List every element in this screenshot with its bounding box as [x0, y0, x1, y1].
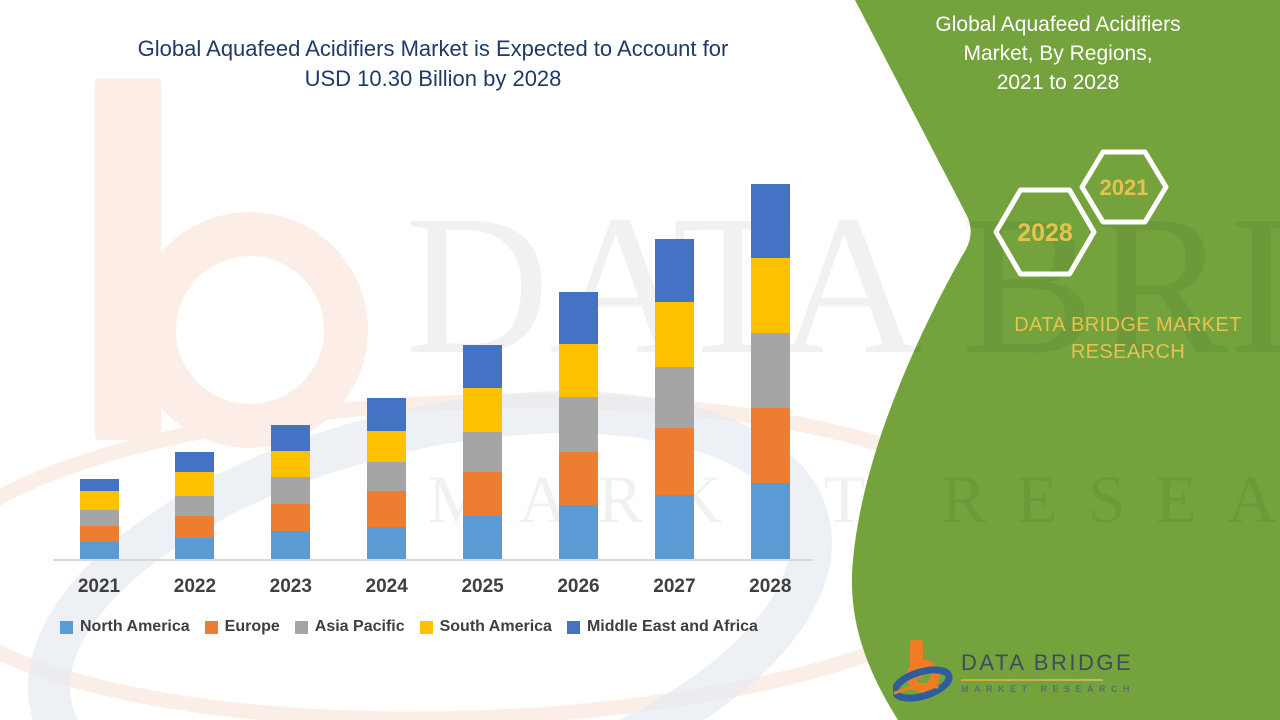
bar-segment-south-america: [79, 491, 119, 510]
bar-2022: [175, 451, 215, 559]
chart-title-line1: Global Aquafeed Acidifiers Market is Exp…: [137, 36, 729, 61]
hexagon-2028: [993, 187, 1097, 277]
chart-title: Global Aquafeed Acidifiers Market is Exp…: [88, 34, 778, 94]
bar-segment-middle-east-and-africa: [463, 345, 503, 388]
legend-item-middle-east-and-africa: Middle East and Africa: [566, 618, 758, 636]
bar-segment-europe: [79, 525, 119, 543]
bar-segment-north-america: [559, 505, 598, 559]
bar-segment-asia-pacific: [750, 333, 790, 409]
brand-wordmark-line2: RESEARCH: [1070, 341, 1186, 363]
bar-segment-north-america: [271, 531, 311, 559]
hexagon-2021-label: 2021: [1100, 175, 1149, 200]
legend-label: South America: [439, 618, 552, 635]
x-axis-label-2022: 2022: [173, 576, 217, 597]
legend-swatch-icon: [419, 620, 433, 634]
bar-2021: [79, 478, 119, 559]
bar-segment-south-america: [559, 343, 598, 398]
bar-segment-south-america: [175, 472, 215, 496]
bar-segment-north-america: [463, 516, 503, 559]
x-axis-label-2023: 2023: [269, 576, 312, 597]
panel-title-line3: 2021 to 2028: [996, 71, 1120, 94]
bar-segment-europe: [175, 515, 215, 538]
legend-label: Middle East and Africa: [586, 618, 758, 635]
bar-segment-south-america: [271, 451, 311, 478]
footer-logo-subtitle: MARKET RESEARCH: [961, 684, 1136, 694]
bar-segment-asia-pacific: [175, 495, 215, 516]
bar-segment-south-america: [367, 430, 407, 462]
brand-wordmark: DATA BRIDGE MARKET RESEARCH: [1000, 312, 1256, 366]
bar-2023: [271, 424, 311, 559]
bar-segment-middle-east-and-africa: [367, 397, 407, 431]
x-axis-label-2027: 2027: [653, 576, 696, 597]
legend-swatch-icon: [294, 620, 308, 634]
legend-label: Asia Pacific: [314, 618, 405, 635]
bar-segment-europe: [367, 490, 407, 527]
bar-segment-south-america: [654, 302, 694, 367]
chart-title-line2: USD 10.30 Billion by 2028: [304, 66, 562, 91]
bar-segment-asia-pacific: [463, 431, 503, 473]
hexagon-2021: [1079, 149, 1169, 225]
bar-2026: [559, 291, 598, 559]
bar-segment-middle-east-and-africa: [654, 239, 694, 302]
bar-2027: [654, 239, 694, 559]
bar-segment-asia-pacific: [271, 477, 311, 504]
bar-segment-asia-pacific: [79, 509, 119, 526]
x-axis-label-2028: 2028: [749, 576, 792, 597]
footer-logo-name: DATA BRIDGE: [961, 650, 1134, 675]
bar-segment-europe: [559, 451, 598, 506]
footer-logo-texts: DATA BRIDGE MARKET RESEARCH: [961, 650, 1135, 694]
year-hexagons: [993, 149, 1169, 277]
green-panel: [851, 0, 1280, 720]
x-axis-label-2021: 2021: [77, 576, 121, 597]
bar-segment-north-america: [654, 494, 694, 559]
legend-swatch-icon: [204, 620, 218, 634]
watermark-green-line2: MARKET RESEARCH: [428, 461, 1280, 537]
bar-2028: [750, 184, 790, 559]
bar-segment-asia-pacific: [559, 397, 598, 452]
bar-segment-middle-east-and-africa: [750, 184, 790, 259]
legend-label: North America: [80, 618, 190, 635]
bar-segment-middle-east-and-africa: [79, 478, 119, 492]
bar-segment-europe: [463, 472, 503, 517]
panel-title-line1: Global Aquafeed Acidifiers: [935, 13, 1181, 36]
legend-swatch-icon: [566, 620, 580, 634]
legend-item-north-america: North America: [60, 618, 190, 636]
bar-segment-europe: [654, 428, 694, 495]
bar-segment-europe: [750, 408, 790, 484]
x-axis-label-2026: 2026: [557, 576, 600, 597]
x-axis-label-2024: 2024: [365, 576, 408, 597]
bar-segment-middle-east-and-africa: [175, 451, 215, 473]
bar-segment-middle-east-and-africa: [559, 291, 598, 344]
data-bridge-logo-icon: [893, 640, 953, 702]
footer-logo: DATA BRIDGE MARKET RESEARCH: [893, 638, 1135, 706]
legend-label: Europe: [224, 618, 280, 635]
footer-logo-divider: [961, 679, 1103, 681]
bar-segment-europe: [271, 503, 311, 532]
bar-segment-middle-east-and-africa: [271, 424, 311, 452]
bar-segment-north-america: [367, 526, 407, 559]
bar-segment-asia-pacific: [654, 366, 694, 429]
x-axis-line: [53, 559, 813, 561]
legend-swatch-icon: [60, 620, 73, 634]
brand-wordmark-line1: DATA BRIDGE MARKET: [1014, 314, 1242, 336]
hexagon-2028-label: 2028: [1017, 219, 1073, 247]
bar-segment-north-america: [175, 537, 215, 559]
legend-item-south-america: South America: [419, 618, 552, 636]
panel-title-line2: Market, By Regions,: [963, 42, 1153, 65]
panel-title: Global Aquafeed Acidifiers Market, By Re…: [908, 10, 1208, 97]
bar-segment-south-america: [463, 387, 503, 432]
faded-logo-bowl: [132, 212, 368, 448]
chart-legend: North America Europe Asia Pacific South Ame…: [60, 618, 758, 636]
legend-item-asia-pacific: Asia Pacific: [294, 618, 405, 636]
x-axis-label-2025: 2025: [461, 576, 504, 597]
bar-segment-asia-pacific: [367, 461, 407, 491]
legend-item-europe: Europe: [204, 618, 280, 636]
bar-2024: [367, 397, 407, 559]
bar-segment-north-america: [79, 542, 119, 559]
bar-2025: [463, 345, 503, 559]
bar-segment-south-america: [750, 258, 790, 334]
bar-segment-north-america: [750, 483, 790, 559]
